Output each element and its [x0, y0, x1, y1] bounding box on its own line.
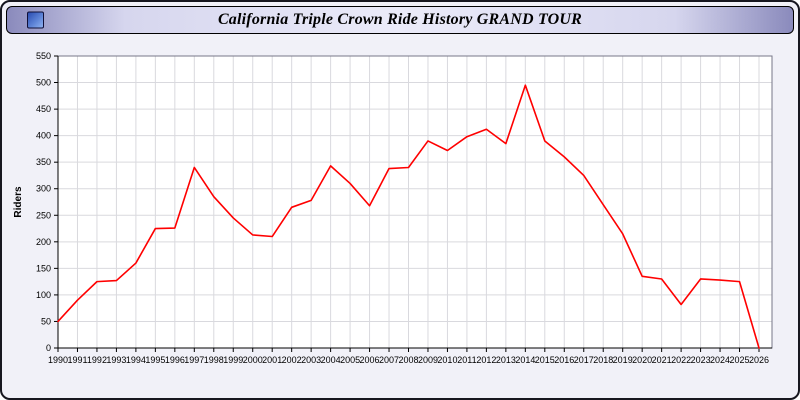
x-tick-label: 2007 — [379, 355, 399, 365]
x-tick-label: 1993 — [106, 355, 126, 365]
x-tick-label: 2025 — [730, 355, 750, 365]
x-tick-label: 1992 — [87, 355, 107, 365]
y-axis-labels: 0 50 100 150 200 250 300 350 400 450 500 550 — [36, 51, 58, 353]
y-tick-label: 350 — [36, 157, 51, 167]
x-tick-label: 2018 — [593, 355, 613, 365]
y-axis-title: Riders — [13, 186, 24, 218]
x-tick-label: 2026 — [749, 355, 769, 365]
x-tick-label: 1995 — [145, 355, 165, 365]
x-tick-label: 2013 — [496, 355, 516, 365]
title-bar: California Triple Crown Ride History GRA… — [6, 6, 794, 34]
x-tick-label: 2009 — [418, 355, 438, 365]
x-tick-label: 2016 — [554, 355, 574, 365]
x-tick-label: 2002 — [282, 355, 302, 365]
x-tick-label: 2021 — [652, 355, 672, 365]
x-tick-label: 2023 — [691, 355, 711, 365]
x-tick-label: 2006 — [360, 355, 380, 365]
x-tick-label: 2004 — [321, 355, 341, 365]
x-tick-label: 2005 — [340, 355, 360, 365]
x-tick-label: 2012 — [476, 355, 496, 365]
y-tick-label: 300 — [36, 184, 51, 194]
x-tick-label: 2014 — [515, 355, 535, 365]
x-tick-label: 2022 — [671, 355, 691, 365]
y-tick-label: 50 — [41, 316, 51, 326]
y-tick-label: 500 — [36, 78, 51, 88]
x-tick-label: 1996 — [165, 355, 185, 365]
x-tick-label: 2019 — [613, 355, 633, 365]
x-tick-label: 2008 — [398, 355, 418, 365]
x-tick-label: 1990 — [48, 355, 68, 365]
riders-series-line — [57, 84, 760, 349]
x-tick-label: 1999 — [223, 355, 243, 365]
y-tick-label: 450 — [36, 104, 51, 114]
blue-square-icon — [27, 11, 44, 29]
y-tick-label: 200 — [36, 237, 51, 247]
y-tick-label: 100 — [36, 290, 51, 300]
page-title: California Triple Crown Ride History GRA… — [217, 11, 583, 28]
x-tick-label: 1998 — [204, 355, 224, 365]
x-tick-label: 2010 — [437, 355, 457, 365]
x-tick-label: 2000 — [243, 355, 263, 365]
x-tick-label: 2003 — [301, 355, 321, 365]
x-tick-label: 2001 — [262, 355, 282, 365]
y-tick-label: 0 — [46, 343, 51, 353]
x-tick-label: 2017 — [574, 355, 594, 365]
x-tick-label: 1994 — [126, 355, 146, 365]
x-tick-label: 2024 — [710, 355, 730, 365]
x-tick-label: 1997 — [184, 355, 204, 365]
y-tick-label: 400 — [36, 131, 51, 141]
x-axis-labels: 1990 1991 1992 1993 1994 1995 1996 1997 1998 1999… — [48, 348, 769, 365]
y-tick-label: 150 — [36, 263, 51, 273]
y-tick-label: 250 — [36, 210, 51, 220]
chart-panel: 0 50 100 150 200 250 300 350 400 450 500 550 1990 199… — [6, 44, 794, 392]
x-tick-label: 1991 — [67, 355, 87, 365]
y-tick-label: 550 — [36, 51, 51, 61]
x-tick-label: 2015 — [535, 355, 555, 365]
plot-area — [58, 56, 772, 348]
axes — [57, 56, 772, 349]
x-tick-label: 2020 — [632, 355, 652, 365]
x-tick-label: 2011 — [457, 355, 476, 365]
